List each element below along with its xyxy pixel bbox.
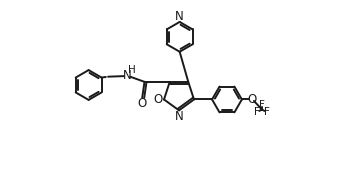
Text: O: O xyxy=(137,97,146,110)
Text: O: O xyxy=(247,93,257,106)
Text: N: N xyxy=(123,69,132,82)
Text: F: F xyxy=(254,107,260,117)
Text: N: N xyxy=(175,110,183,123)
Text: F: F xyxy=(264,107,270,117)
Text: N: N xyxy=(175,10,184,23)
Text: O: O xyxy=(153,93,162,106)
Text: F: F xyxy=(259,100,265,110)
Text: H: H xyxy=(128,65,136,75)
